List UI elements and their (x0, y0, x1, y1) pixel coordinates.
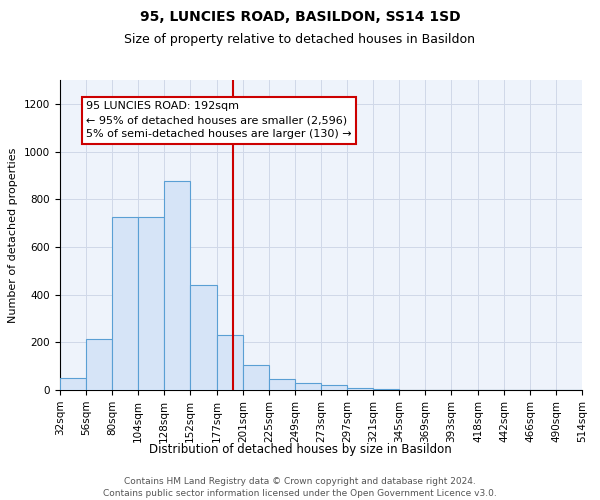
Bar (190, 285, 217, 390)
Text: Distribution of detached houses by size in Basildon: Distribution of detached houses by size … (149, 442, 451, 456)
Bar (321, 385, 347, 390)
Bar (86, 338, 112, 390)
Text: 95, LUNCIES ROAD, BASILDON, SS14 1SD: 95, LUNCIES ROAD, BASILDON, SS14 1SD (140, 10, 460, 24)
Bar (269, 380, 295, 390)
Bar (373, 389, 399, 390)
Bar (164, 182, 190, 390)
Text: Contains HM Land Registry data © Crown copyright and database right 2024.
Contai: Contains HM Land Registry data © Crown c… (103, 476, 497, 498)
Bar (138, 217, 164, 390)
Text: 95 LUNCIES ROAD: 192sqm
← 95% of detached houses are smaller (2,596)
5% of semi-: 95 LUNCIES ROAD: 192sqm ← 95% of detache… (86, 102, 352, 140)
Bar (243, 365, 269, 390)
Bar (112, 217, 138, 390)
Bar (60, 378, 86, 390)
Bar (217, 335, 243, 390)
Text: Size of property relative to detached houses in Basildon: Size of property relative to detached ho… (125, 32, 476, 46)
Bar (295, 383, 321, 390)
Bar (347, 388, 373, 390)
Y-axis label: Number of detached properties: Number of detached properties (8, 148, 19, 322)
